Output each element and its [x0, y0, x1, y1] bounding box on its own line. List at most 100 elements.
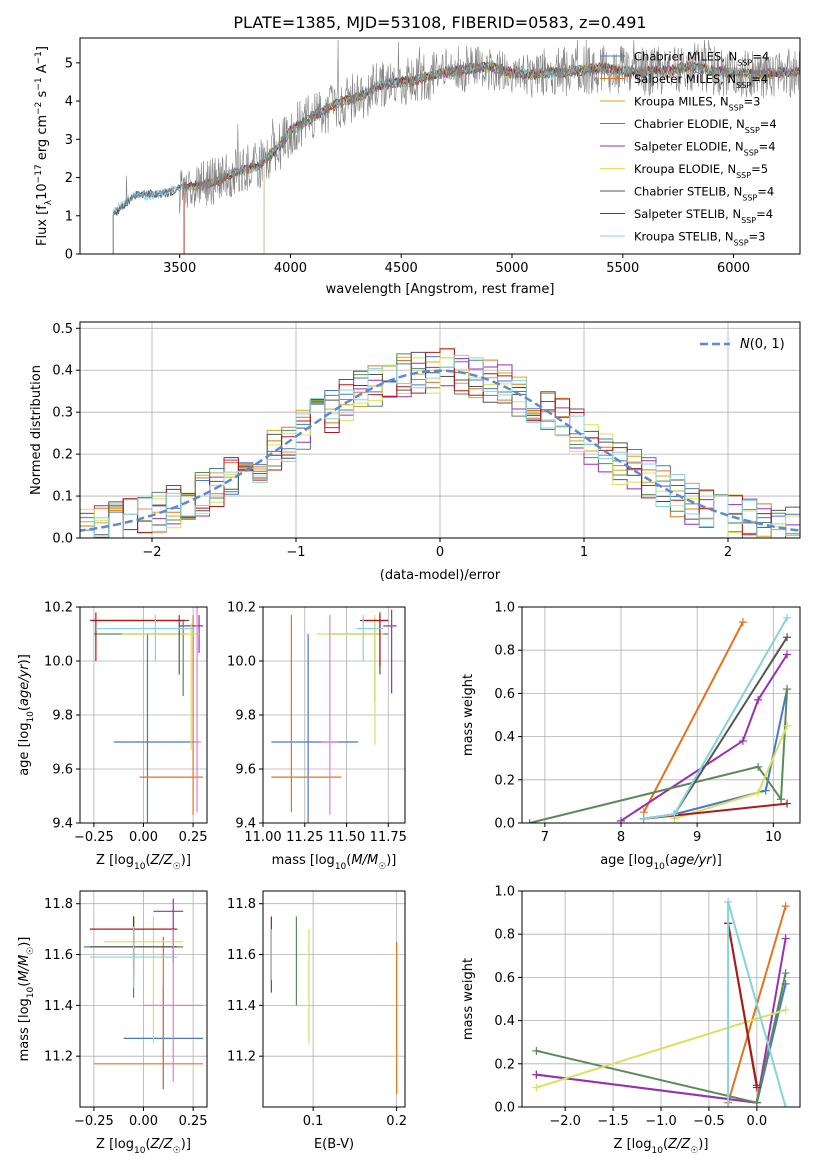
legend-text: Chabrier STELIB, N — [634, 185, 742, 199]
x-axis-label: mass [log10(M/M☉)] — [272, 853, 397, 872]
weight-line — [643, 621, 744, 813]
y-tick-label: 5 — [65, 56, 73, 71]
label-part: Z/Z — [150, 1137, 174, 1152]
y-tick-label: 9.4 — [235, 817, 256, 832]
x-tick-label: −1.0 — [645, 1114, 677, 1129]
x-tick-label: 11.50 — [328, 830, 365, 845]
label-part: )] — [17, 654, 32, 664]
label-part: 10 — [335, 862, 347, 872]
x-tick-label: −0.5 — [693, 1114, 725, 1129]
x-tick-label: 0.00 — [129, 830, 158, 845]
label-part: ( — [145, 853, 150, 868]
legend-entry: Salpeter ELODIE, NSSP=4 — [634, 140, 776, 158]
y-tick-label: 1.0 — [494, 601, 515, 616]
y-tick-label: 3 — [65, 133, 73, 148]
plot-area — [89, 607, 204, 823]
chart-age-vs-mass: 11.00 11.25 11.50 11.75 9.4 9.6 9.8 10.0 10.2 mas… — [227, 601, 407, 873]
figure-title: PLATE=1385, MJD=53108, FIBERID=0583, z=0… — [233, 13, 646, 32]
label-part: −2 — [34, 102, 44, 115]
observed-spectrum-line — [112, 39, 800, 254]
weight-marker — [617, 816, 626, 823]
y-tick-label: 0.6 — [494, 687, 515, 702]
label-part: 10 — [651, 1146, 663, 1156]
y-axis-label: Normed distribution — [29, 365, 44, 495]
legend-sub: SSP — [745, 126, 760, 135]
legend-value: =5 — [751, 162, 768, 176]
legend-entry: Kroupa MILES, NSSP=3 — [634, 95, 760, 113]
x-tick-label: 9 — [693, 830, 701, 845]
label-part: )] — [698, 1137, 708, 1152]
chart-age-vs-Z: −0.25 0.00 0.259.49.69.810.010.2Z [log10(Z… — [17, 601, 208, 873]
x-axis-label: E(B-V) — [314, 1137, 354, 1152]
y-tick-label: 0.5 — [52, 322, 73, 337]
x-axis-label: Z [log10(Z/Z☉)] — [96, 1137, 191, 1156]
y-axis-label: mass weight — [461, 958, 476, 1040]
label-part: )] — [181, 1137, 191, 1152]
x-tick-label: 5500 — [606, 261, 639, 276]
weight-marker — [776, 795, 785, 804]
y-tick-label: 11.6 — [227, 948, 256, 963]
x-tick-label: 0.1 — [303, 1114, 324, 1129]
legend-text: Kroupa STELIB, N — [634, 230, 734, 244]
y-tick-label: 0.2 — [494, 1057, 515, 1072]
x-tick-label: 5000 — [495, 261, 528, 276]
legend-text: Salpeter STELIB, N — [634, 207, 741, 221]
legend-symbol: N — [740, 337, 750, 352]
x-axis-label: Z [log10(Z/Z☉)] — [614, 1137, 709, 1156]
weight-marker — [781, 934, 790, 943]
y-tick-label: 1.0 — [494, 885, 515, 900]
weight-line — [536, 1008, 786, 1089]
x-axis-label: (data-model)/error — [380, 568, 501, 583]
legend-entry: Chabrier STELIB, NSSP=4 — [634, 185, 774, 203]
label-part: A — [35, 64, 50, 77]
y-tick-label: 10.0 — [227, 655, 256, 670]
x-axis-label: wavelength [Angstrom, rest frame] — [326, 282, 555, 297]
y-tick-label: 11.6 — [44, 948, 73, 963]
plot-area — [525, 613, 792, 823]
legend-text: Kroupa MILES, N — [634, 95, 729, 109]
axes-frame — [262, 606, 406, 824]
label-part: age/yr — [17, 663, 32, 706]
legend-sub: SSP — [744, 148, 759, 157]
y-tick-label: 11.2 — [44, 1050, 73, 1065]
model-spectrum-line — [183, 60, 800, 254]
y-tick-label: 0.3 — [52, 406, 73, 421]
weight-marker — [525, 819, 534, 823]
y-tick-label: 9.4 — [52, 817, 73, 832]
weight-marker — [783, 799, 792, 808]
y-tick-label: 11.8 — [44, 897, 73, 912]
y-tick-label: 0.4 — [494, 1014, 515, 1029]
label-part: mass [log — [272, 853, 335, 868]
weight-marker — [724, 1103, 733, 1107]
label-part: λ — [44, 199, 54, 205]
label-part: age [log — [600, 853, 653, 868]
legend-value: =3 — [744, 95, 761, 109]
label-part: M/M — [17, 955, 32, 982]
label-part: ( — [17, 706, 32, 711]
x-tick-label: 11.25 — [286, 830, 323, 845]
x-tick-label: −0.25 — [74, 1114, 114, 1129]
x-tick-label: −1.5 — [597, 1114, 629, 1129]
y-tick-label: 1 — [65, 209, 73, 224]
weight-line — [529, 689, 789, 823]
label-part: age/yr — [670, 853, 713, 868]
axes-frame — [79, 321, 801, 539]
plot-area — [532, 897, 790, 1107]
plot-area — [83, 898, 204, 1090]
weight-marker — [781, 902, 790, 911]
weight-marker — [781, 1005, 790, 1014]
weight-marker — [670, 810, 679, 819]
weight-marker — [752, 1098, 761, 1107]
legend-entry: Chabrier ELODIE, NSSP=4 — [634, 117, 777, 135]
y-axis-label: age [log10(age/yr)] — [17, 654, 36, 776]
y-tick-label: 0.8 — [494, 644, 515, 659]
weight-marker — [783, 685, 792, 694]
legend-sub: SSP — [742, 193, 757, 202]
label-part: erg cm — [35, 115, 50, 164]
x-tick-label: 0.2 — [386, 1114, 407, 1129]
x-tick-label: 0.25 — [179, 830, 208, 845]
weight-marker — [738, 618, 747, 627]
weight-marker — [761, 786, 770, 795]
